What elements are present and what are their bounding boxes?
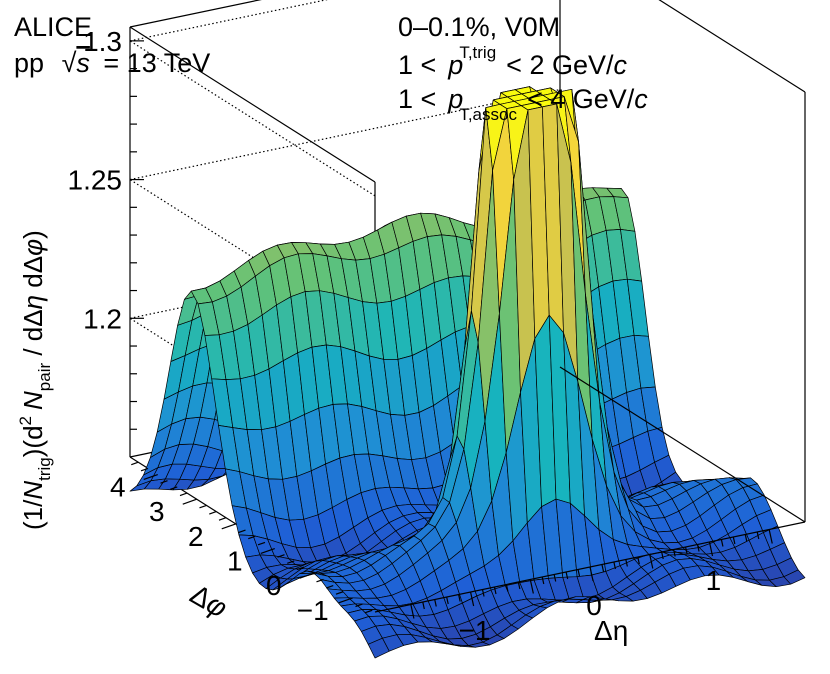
eta-tick	[434, 599, 437, 607]
back-edge	[129, 0, 262, 28]
eta-tick	[732, 536, 736, 545]
eta-tick	[565, 571, 569, 580]
phi-tick	[143, 473, 158, 481]
phi-tick	[277, 554, 285, 558]
eta-tick	[744, 534, 748, 542]
surface-mesh	[129, 86, 806, 659]
z-grid-line	[129, 0, 329, 42]
phi-tick	[248, 535, 256, 540]
z-grid-line	[129, 88, 561, 181]
eta-tick	[613, 561, 617, 570]
phi-tick	[160, 480, 168, 484]
phi-tick	[209, 511, 217, 515]
phi-tick	[221, 523, 236, 530]
x-axis-title: Δη	[594, 615, 628, 646]
trigger-pt-label: 1 < pT,trig < 2 GeV/c	[398, 43, 628, 80]
phi-tick	[365, 609, 373, 614]
eta-tick	[696, 544, 700, 552]
eta-tick	[649, 554, 654, 569]
phi-tick-label: 4	[110, 472, 126, 503]
eta-tick	[768, 529, 773, 544]
z-grid-line	[129, 40, 376, 197]
eta-tick	[577, 569, 581, 577]
z-tick-label: 1.2	[83, 303, 122, 334]
front-edge	[658, 0, 806, 93]
y-axis-title: Δφ	[185, 578, 233, 623]
surface-cell	[783, 569, 806, 585]
eta-tick	[553, 574, 557, 582]
phi-tick	[296, 566, 305, 571]
phi-tick	[257, 541, 266, 546]
eta-tick	[410, 604, 415, 619]
phi-tick	[287, 560, 295, 564]
eta-tick	[458, 594, 461, 602]
front-edge	[559, 366, 806, 523]
phi-tick-label: 2	[188, 521, 204, 552]
eta-tick	[541, 576, 545, 585]
phi-tick	[131, 461, 139, 466]
phi-tick	[338, 597, 353, 604]
eta-tick-label: 0	[586, 590, 602, 621]
eta-tick	[422, 601, 425, 610]
phi-tick	[238, 529, 246, 534]
eta-tick	[756, 531, 760, 540]
eta-tick	[661, 551, 664, 560]
phi-tick-label: 0	[266, 570, 282, 601]
phi-tick	[355, 603, 363, 608]
eta-tick-label: 1	[706, 565, 722, 596]
phi-tick	[179, 492, 188, 497]
eta-tick	[446, 596, 449, 605]
experiment-label: ALICE	[14, 12, 92, 42]
eta-tick	[673, 549, 676, 557]
z-tick-label: 1.3	[83, 26, 122, 57]
phi-tick	[335, 591, 344, 595]
phi-tick-label: 1	[227, 546, 243, 577]
eta-tick	[469, 591, 475, 607]
phi-tick	[182, 498, 197, 505]
eta-tick	[505, 584, 509, 592]
phi-tick	[170, 486, 178, 490]
eta-tick	[529, 579, 534, 594]
collision-system-label: pp √s = 13 TeV	[14, 48, 210, 78]
phi-tick	[199, 504, 207, 509]
eta-tick	[589, 566, 594, 582]
phi-tick-label: 3	[149, 496, 165, 527]
phi-tick	[218, 517, 227, 521]
z-axis-title: (1/Ntrig)(d2Npair / dΔη dΔφ)	[16, 230, 54, 530]
eta-tick	[517, 581, 521, 590]
phi-tick	[326, 585, 334, 589]
phi-tick-label: −1	[297, 595, 329, 626]
eta-tick	[625, 559, 628, 567]
eta-tick	[637, 556, 640, 565]
eta-tick-label: −1	[459, 615, 491, 646]
eta-tick	[720, 539, 724, 547]
eta-tick	[684, 546, 688, 555]
assoc-pt-label: 1 < p T,assoc< 4 GeV/c	[398, 84, 648, 124]
eta-tick	[481, 589, 485, 597]
multiplicity-label: 0–0.1%, V0M	[398, 12, 560, 42]
eta-tick	[493, 586, 497, 595]
eta-tick	[601, 564, 605, 572]
phi-tick	[299, 572, 314, 579]
phi-tick	[140, 467, 149, 472]
back-edge	[129, 26, 376, 183]
phi-tick	[260, 548, 275, 555]
eta-tick	[708, 541, 714, 557]
z-tick-label: 1.25	[68, 165, 123, 196]
phi-tick	[316, 578, 324, 583]
